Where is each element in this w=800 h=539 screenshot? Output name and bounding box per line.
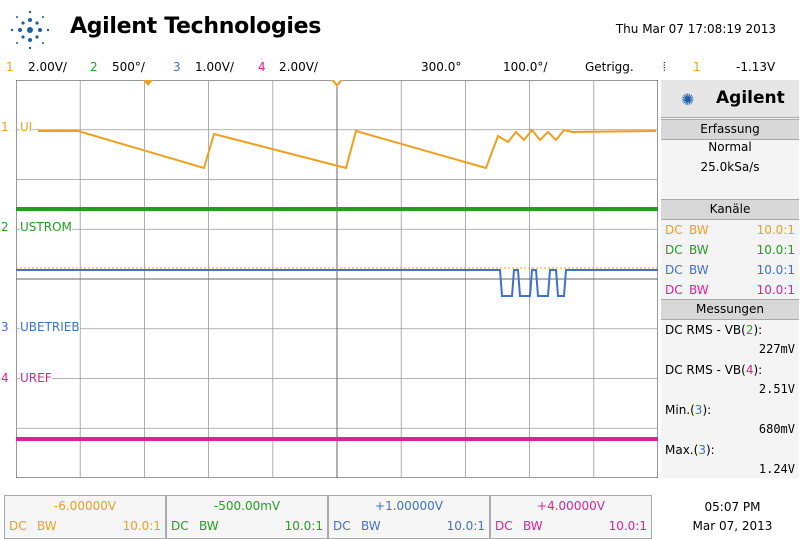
clock-date: Mar 07, 2013	[692, 519, 773, 533]
channel-row-3: DC BW 10.0:1	[665, 263, 795, 277]
ch2-trace-label: USTROM	[20, 220, 72, 234]
ch4-scale[interactable]: 2.00V/	[279, 60, 318, 74]
ch4-number: 4	[258, 60, 266, 74]
sample-rate: 25.0kSa/s	[700, 160, 760, 174]
trigger-mode: Getrigg.	[585, 60, 634, 74]
ch1-trace-label: UI	[20, 120, 33, 134]
acquisition-header[interactable]: Erfassung	[661, 119, 799, 140]
ch3-ground-marker[interactable]: 3	[1, 320, 9, 334]
status-bar: 1 2.00V/ 2 500°/ 3 1.00V/ 4 2.00V/ 300.0…	[0, 56, 800, 78]
measurement-2-label: DC RMS - VB(4):	[665, 363, 763, 377]
measurement-3-label: Min.(3):	[665, 403, 712, 417]
channel-row-2: DC BW 10.0:1	[665, 243, 795, 257]
brand-title: Agilent Technologies	[70, 14, 322, 39]
channel-row-1: DC BW 10.0:1	[665, 223, 795, 237]
ch3-scale[interactable]: 1.00V/	[195, 60, 234, 74]
ch1-ground-marker[interactable]: 1	[1, 120, 9, 134]
acquisition-mode: Normal	[708, 140, 752, 154]
channels-header[interactable]: Kanäle	[661, 199, 799, 220]
timestamp: Thu Mar 07 17:08:19 2013	[615, 22, 776, 36]
measurement-2-value: 2.51V	[758, 382, 795, 396]
ch3-number: 3	[173, 60, 181, 74]
ch1-scale[interactable]: 2.00V/	[28, 60, 67, 74]
waveform-display[interactable]	[16, 80, 658, 478]
measurement-4-value: 1.24V	[758, 462, 795, 476]
agilent-small-logo-icon: ✺	[681, 90, 695, 109]
ch3-trace	[16, 269, 658, 297]
channel-row-4: DC BW 10.0:1	[665, 283, 795, 297]
ch2-scale[interactable]: 500°/	[112, 60, 145, 74]
ch4-trace	[16, 437, 658, 441]
measurement-4-label: Max.(3):	[665, 443, 715, 457]
ch2-number: 2	[90, 60, 98, 74]
clock: 05:07 PM Mar 07, 2013	[665, 498, 800, 536]
panel-logo-area: ✺ Agilent	[661, 80, 799, 118]
ch2-trace	[16, 207, 658, 211]
ch4-offset-box[interactable]: +4.00000V DC BW 10.0:1	[490, 495, 652, 539]
ch1-number: 1	[6, 60, 14, 74]
measurements-header[interactable]: Messungen	[661, 299, 799, 320]
ch1-trace	[38, 128, 657, 170]
panel-brand: Agilent	[716, 88, 785, 108]
measurement-3-value: 680mV	[758, 422, 795, 436]
graticule-axes	[16, 80, 658, 478]
ch4-trace-label: UREF	[20, 371, 52, 385]
measurement-1-value: 227mV	[758, 342, 795, 356]
measurement-1-label: DC RMS - VB(2):	[665, 323, 763, 337]
ch3-offset-box[interactable]: +1.00000V DC BW 10.0:1	[328, 495, 490, 539]
ch2-ground-marker[interactable]: 2	[1, 220, 9, 234]
trigger-position-marker	[143, 80, 153, 86]
ch4-ground-marker[interactable]: 4	[1, 371, 9, 385]
clock-time: 05:07 PM	[704, 500, 761, 514]
ch1-offset-box[interactable]: -6.00000V DC BW 10.0:1	[4, 495, 166, 539]
ch3-trace-label: UBETRIEB	[20, 320, 80, 334]
trigger-source: 1	[693, 60, 701, 74]
trigger-edge-icon: ⦙	[663, 60, 666, 74]
agilent-logo-icon	[10, 10, 50, 50]
timebase-value[interactable]: 100.0°/	[503, 60, 548, 74]
trigger-level[interactable]: -1.13V	[736, 60, 776, 74]
delay-value[interactable]: 300.0°	[421, 60, 462, 74]
ch2-offset-box[interactable]: -500.00mV DC BW 10.0:1	[166, 495, 328, 539]
side-panel: ✺ Agilent Erfassung Normal 25.0kSa/s Kan…	[661, 80, 799, 478]
